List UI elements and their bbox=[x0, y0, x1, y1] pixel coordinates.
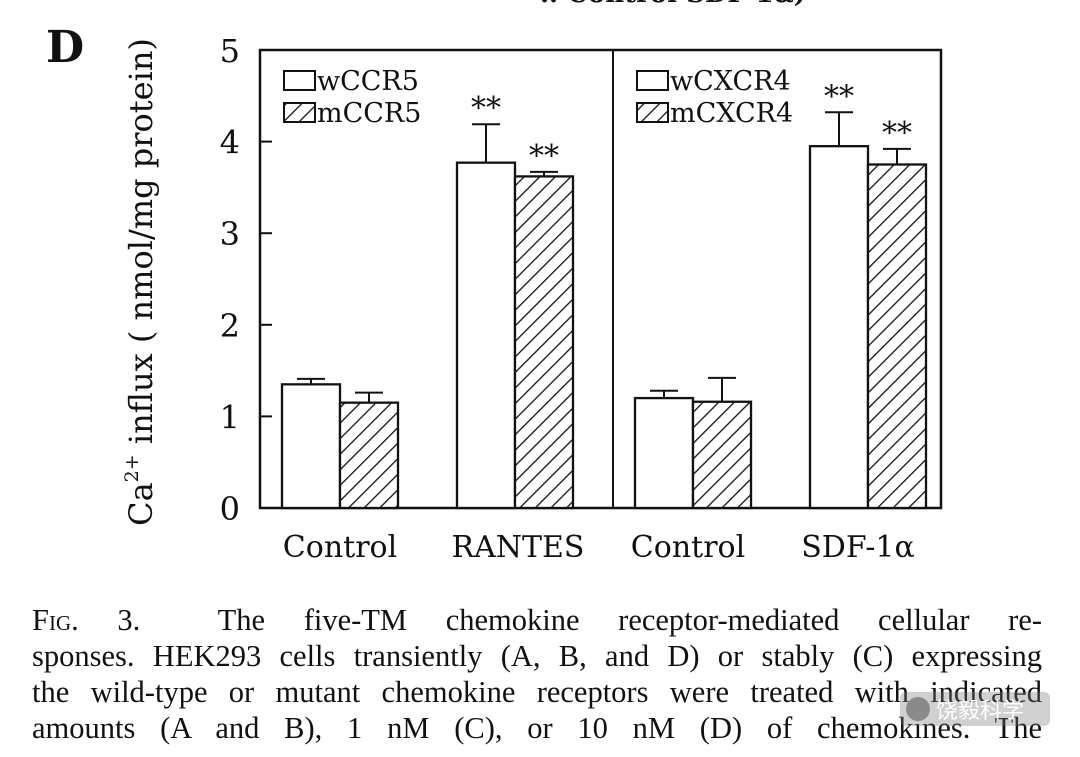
y-axis-label-superscript: 2+ bbox=[121, 454, 143, 482]
caption-line-1-text: The five-TM chemokine receptor-mediated … bbox=[217, 603, 1043, 637]
significance-layer: ** ** ** ** bbox=[471, 79, 912, 174]
caption-fig-label: Fig. 3. bbox=[32, 603, 141, 637]
watermark: 饶毅科学 bbox=[900, 692, 1050, 726]
x-axis-labels: Control RANTES Control SDF-1α bbox=[283, 530, 915, 565]
caption-line-1: Fig. 3. The five-TM chemokine receptor-m… bbox=[32, 602, 1042, 638]
error-bars-layer bbox=[297, 111, 911, 403]
y-tick-label: 5 bbox=[220, 32, 240, 70]
figure-caption: Fig. 3. The five-TM chemokine receptor-m… bbox=[32, 602, 1042, 746]
wechat-icon bbox=[906, 697, 930, 721]
bar-mCCR5-1 bbox=[513, 175, 575, 510]
header-cutoff-text: .. Control SDF-1α) bbox=[540, 0, 806, 9]
bar-wCXCR4-0 bbox=[633, 396, 695, 510]
legend-swatch-mCCR5 bbox=[283, 102, 316, 123]
figure-panel-d: .. Control SDF-1α) D Ca2+ influx ( nmol/… bbox=[46, 0, 943, 565]
legend-swatch-wCCR5 bbox=[283, 70, 316, 91]
legend-label-wCXCR4: wCXCR4 bbox=[670, 66, 791, 97]
bars-layer bbox=[280, 145, 928, 510]
bar-mCXCR4-1 bbox=[866, 163, 928, 510]
significance-stars: ** bbox=[882, 116, 912, 151]
y-tick-label: 1 bbox=[220, 398, 240, 436]
x-category-label: RANTES bbox=[452, 530, 585, 565]
plot-frame bbox=[258, 48, 943, 510]
y-axis-label-prefix: Ca bbox=[122, 482, 160, 526]
legend-swatch-mCXCR4 bbox=[636, 102, 669, 123]
bar-mCCR5-0 bbox=[338, 401, 400, 510]
y-axis-label-suffix: influx ( nmol/mg protein) bbox=[122, 38, 160, 454]
y-axis-label: Ca2+ influx ( nmol/mg protein) bbox=[121, 38, 160, 526]
y-axis-ticks: 0 1 2 3 4 5 bbox=[220, 32, 272, 528]
y-tick-label: 3 bbox=[220, 215, 240, 253]
y-tick-label: 0 bbox=[220, 490, 240, 528]
legend-label-wCCR5: wCCR5 bbox=[317, 66, 419, 97]
caption-line-3: the wild-type or mutant chemokine recept… bbox=[32, 675, 1042, 709]
significance-stars: ** bbox=[471, 91, 501, 126]
y-tick-label: 4 bbox=[220, 124, 240, 162]
significance-stars: ** bbox=[824, 79, 854, 114]
significance-stars: ** bbox=[529, 139, 559, 174]
caption-line-2: sponses. HEK293 cells transiently (A, B,… bbox=[32, 639, 1042, 673]
bar-wCCR5-1 bbox=[455, 161, 517, 510]
bar-wCCR5-0 bbox=[280, 383, 342, 510]
bar-mCXCR4-0 bbox=[691, 400, 753, 510]
bar-wCXCR4-1 bbox=[808, 145, 870, 510]
x-category-label: SDF-1α bbox=[801, 530, 915, 565]
legend-swatch-wCXCR4 bbox=[636, 70, 669, 91]
panel-label: D bbox=[46, 22, 84, 73]
legend-label-mCCR5: mCCR5 bbox=[317, 98, 421, 129]
x-category-label: Control bbox=[283, 530, 397, 565]
caption-line-4: amounts (A and B), 1 nM (C), or 10 nM (D… bbox=[32, 711, 1042, 745]
y-tick-label: 2 bbox=[220, 307, 240, 345]
watermark-text: 饶毅科学 bbox=[936, 699, 1025, 724]
legend-label-mCXCR4: mCXCR4 bbox=[670, 98, 793, 129]
x-category-label: Control bbox=[631, 530, 745, 565]
